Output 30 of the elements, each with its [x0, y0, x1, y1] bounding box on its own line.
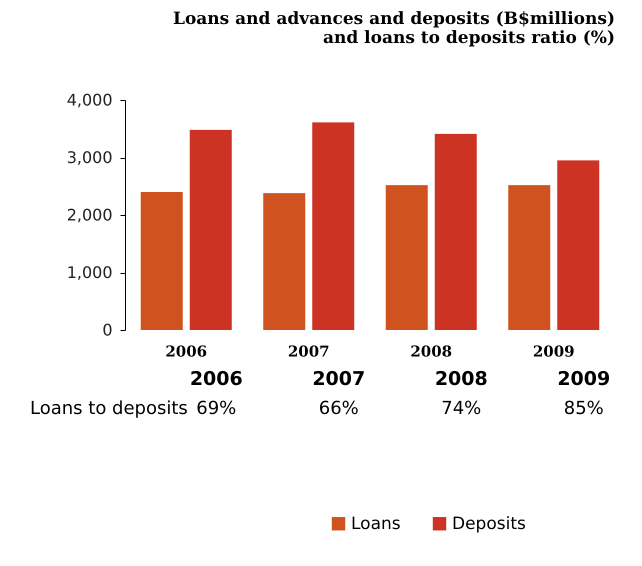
bar	[386, 185, 428, 330]
legend-label: Loans	[351, 514, 401, 534]
y-tick-label: 4,000	[66, 90, 112, 110]
x-tick-label: 2007	[288, 342, 330, 360]
text: 2006	[190, 368, 243, 390]
bar	[263, 193, 306, 330]
text: Loans to deposits	[30, 398, 188, 419]
text: 74%	[441, 398, 482, 419]
y-tick-label: 0	[102, 320, 112, 340]
x-tick-label: 2009	[532, 342, 575, 360]
text: 69%	[196, 398, 236, 419]
text: 2009	[557, 368, 610, 390]
text: and loans to deposits ratio (%)	[322, 28, 615, 48]
y-tick-label: 1,000	[66, 263, 112, 282]
legend-label: Deposits	[452, 514, 526, 534]
text: Loans and advances and deposits (B$millions)	[173, 9, 615, 29]
bar	[434, 134, 477, 330]
bar	[557, 160, 600, 330]
bar	[140, 192, 183, 330]
text: 2008	[434, 368, 488, 390]
y-tick-label: 3,000	[66, 148, 112, 167]
y-tick-label: 2,000	[66, 206, 112, 224]
bar	[190, 130, 232, 330]
text: 66%	[318, 398, 359, 419]
x-tick-label: 2008	[410, 342, 452, 360]
text: 2007	[312, 368, 366, 390]
bar	[508, 185, 550, 330]
text: 85%	[564, 398, 604, 419]
bar	[312, 122, 354, 330]
x-tick-label: 2006	[165, 342, 208, 360]
